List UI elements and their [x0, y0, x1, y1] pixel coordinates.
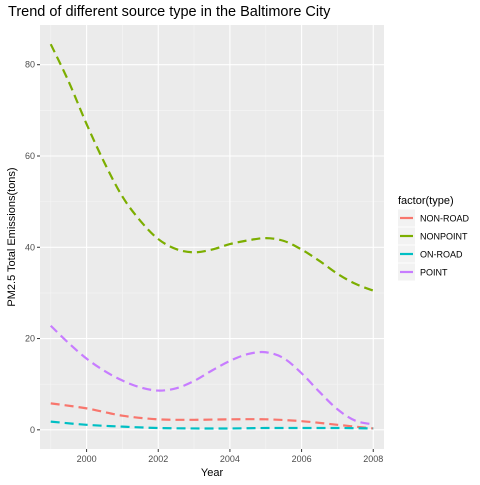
legend-item-nonpoint: NONPOINT [398, 227, 468, 245]
series-lines [49, 43, 374, 430]
y-tick-label: 80 [25, 60, 35, 70]
legend-item-non-road: NON-ROAD [398, 209, 469, 227]
legend-item-label: POINT [420, 268, 448, 278]
legend-title: factor(type) [398, 195, 454, 207]
x-tick-label: 2008 [363, 454, 383, 464]
plot-panel [40, 25, 384, 449]
y-tick-label: 60 [25, 151, 35, 161]
legend-item-label: ON-ROAD [420, 250, 463, 260]
y-axis: 0 20 40 60 80 [25, 60, 40, 435]
x-axis: 2000 2002 2004 2006 2008 [77, 449, 383, 464]
y-axis-label: PM2.5 Total Emissions(tons) [6, 167, 18, 306]
series-line-point [49, 324, 374, 426]
chart-title: Trend of different source type in the Ba… [8, 4, 331, 20]
grid-major [40, 25, 384, 449]
y-tick-label: 20 [25, 334, 35, 344]
series-line-on-road [50, 420, 374, 430]
x-tick-label: 2000 [77, 454, 97, 464]
plot-background [40, 25, 384, 449]
legend-item-on-road: ON-ROAD [398, 245, 463, 263]
x-tick-label: 2006 [292, 454, 312, 464]
x-tick-label: 2004 [220, 454, 240, 464]
x-axis-label: Year [201, 467, 224, 479]
legend-item-point: POINT [398, 263, 448, 281]
grid-minor [40, 25, 384, 449]
x-tick-label: 2002 [148, 454, 168, 464]
y-tick-label: 40 [25, 242, 35, 252]
y-tick-label: 0 [30, 425, 35, 435]
legend-item-label: NONPOINT [420, 232, 468, 242]
series-line-non-road [50, 402, 374, 430]
series-line-nonpoint [49, 43, 374, 292]
legend-items: NON-ROAD NONPOINT ON-ROAD POINT [398, 209, 469, 281]
legend: factor(type) NON-ROAD NONPOINT ON-ROAD POIN… [398, 195, 469, 281]
legend-item-label: NON-ROAD [420, 214, 469, 224]
